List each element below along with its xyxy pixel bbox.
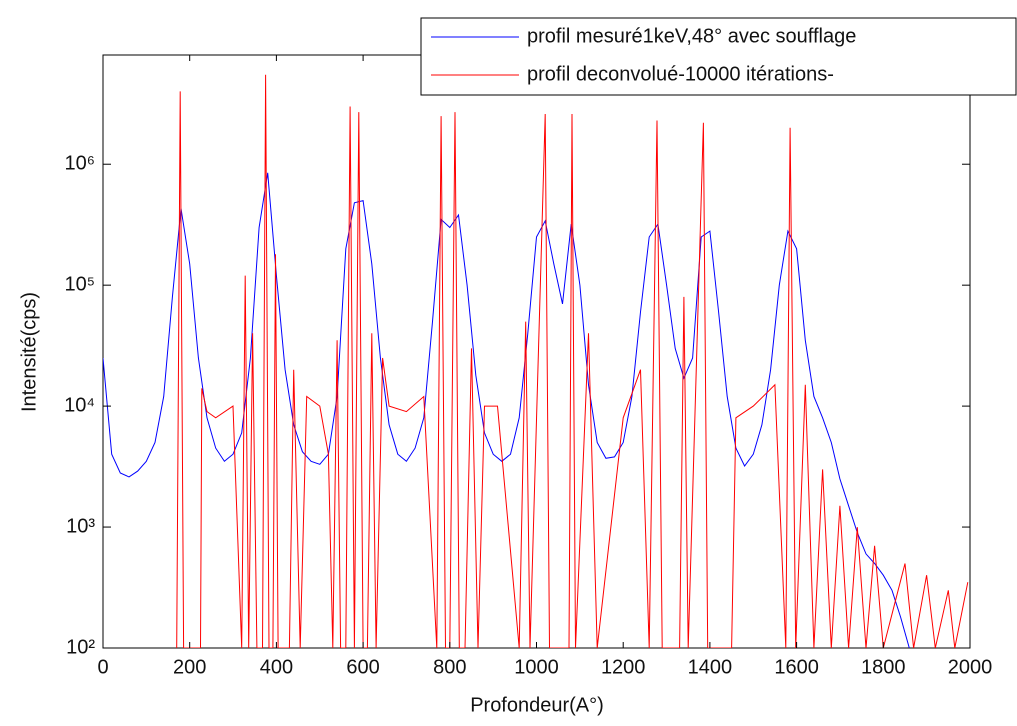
x-tick-label: 1000 — [514, 656, 559, 678]
x-tick-label: 1800 — [861, 656, 906, 678]
x-tick-label: 2000 — [948, 656, 993, 678]
plot-area — [103, 74, 969, 648]
x-tick-label: 800 — [433, 656, 466, 678]
plot-frame — [102, 54, 971, 649]
y-tick-label: 10⁵ — [64, 273, 95, 295]
x-tick-label: 0 — [97, 656, 108, 678]
series-line — [176, 74, 969, 648]
x-tick-label: 1600 — [774, 656, 819, 678]
y-tick-label: 10² — [66, 636, 95, 658]
y-tick-label: 10⁶ — [65, 153, 95, 175]
x-tick-label: 200 — [173, 656, 206, 678]
series-line — [103, 172, 910, 648]
y-tick-label: 10³ — [66, 515, 95, 537]
legend-label: profil deconvolué-10000 itérations- — [527, 63, 834, 85]
legend-label: profil mesuré1keV,48° avec soufflage — [527, 25, 856, 47]
y-tick-label: 10⁴ — [64, 394, 95, 416]
x-axis-label: Profondeur(A°) — [470, 694, 604, 716]
x-tick-label: 600 — [346, 656, 379, 678]
legend-box — [420, 17, 1017, 96]
x-tick-label: 400 — [260, 656, 293, 678]
y-axis-label: Intensité(cps) — [18, 292, 40, 412]
x-tick-label: 1400 — [688, 656, 733, 678]
x-tick-label: 1200 — [601, 656, 646, 678]
